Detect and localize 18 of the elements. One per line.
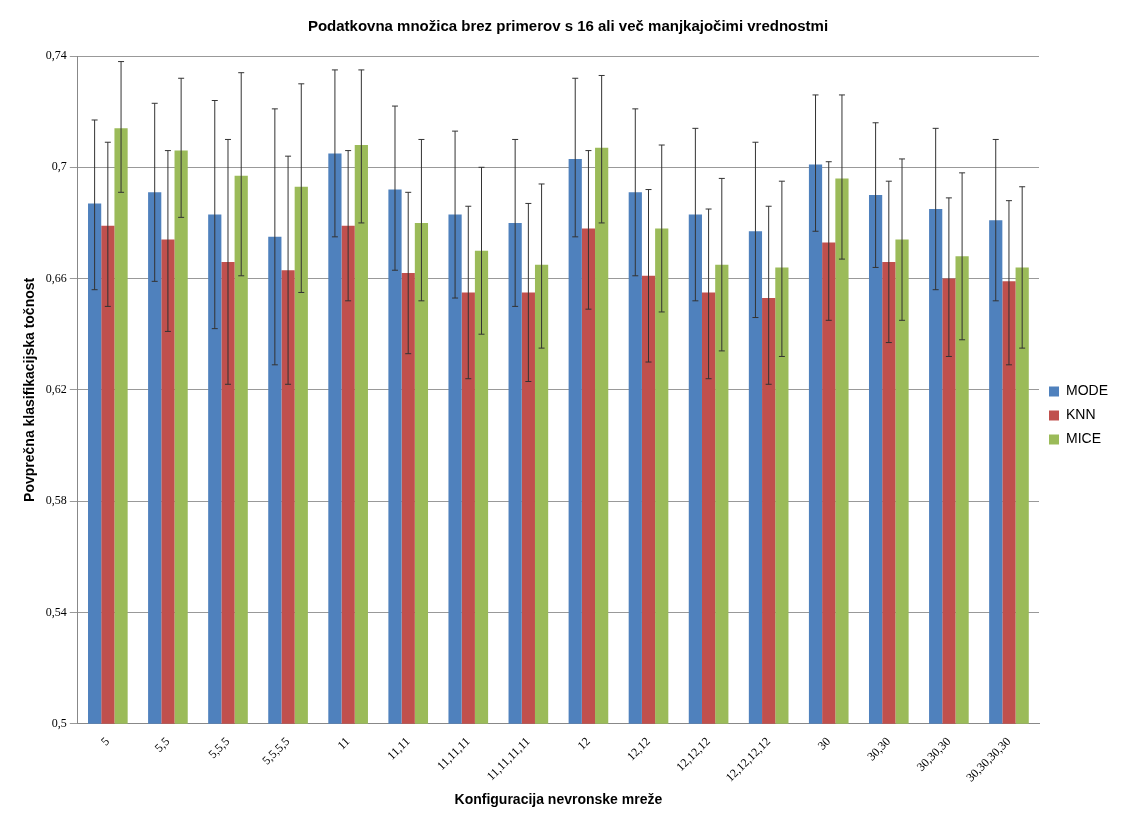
y-axis-title: Povprečna klasifikacijska točnost bbox=[21, 277, 38, 502]
x-tick-label: 5,5 bbox=[151, 734, 173, 755]
x-tick-label: 11 bbox=[334, 734, 353, 753]
chart-title: Podatkovna množica brez primerov s 16 ali več manjkajočimi vrednostmi bbox=[307, 17, 829, 35]
y-tick-label: 0,7 bbox=[51, 159, 67, 174]
y-tick-label: 0,74 bbox=[45, 48, 67, 63]
y-tick-label: 0,5 bbox=[51, 715, 67, 730]
y-tick-label: 0,66 bbox=[45, 270, 67, 285]
legend-label: MODE bbox=[1066, 382, 1108, 399]
y-tick-label: 0,54 bbox=[45, 604, 67, 619]
legend-label: MICE bbox=[1066, 430, 1101, 447]
legend-label: KNN bbox=[1066, 406, 1096, 423]
x-tick-label: 5 bbox=[98, 734, 113, 749]
y-tick-label: 0,58 bbox=[45, 493, 67, 508]
x-axis-title: Konfiguracija nevronske mreže bbox=[454, 791, 663, 808]
x-tick-label: 12 bbox=[574, 734, 593, 753]
y-tick-label: 0,62 bbox=[45, 382, 67, 397]
x-tick-label: 30 bbox=[814, 734, 834, 753]
